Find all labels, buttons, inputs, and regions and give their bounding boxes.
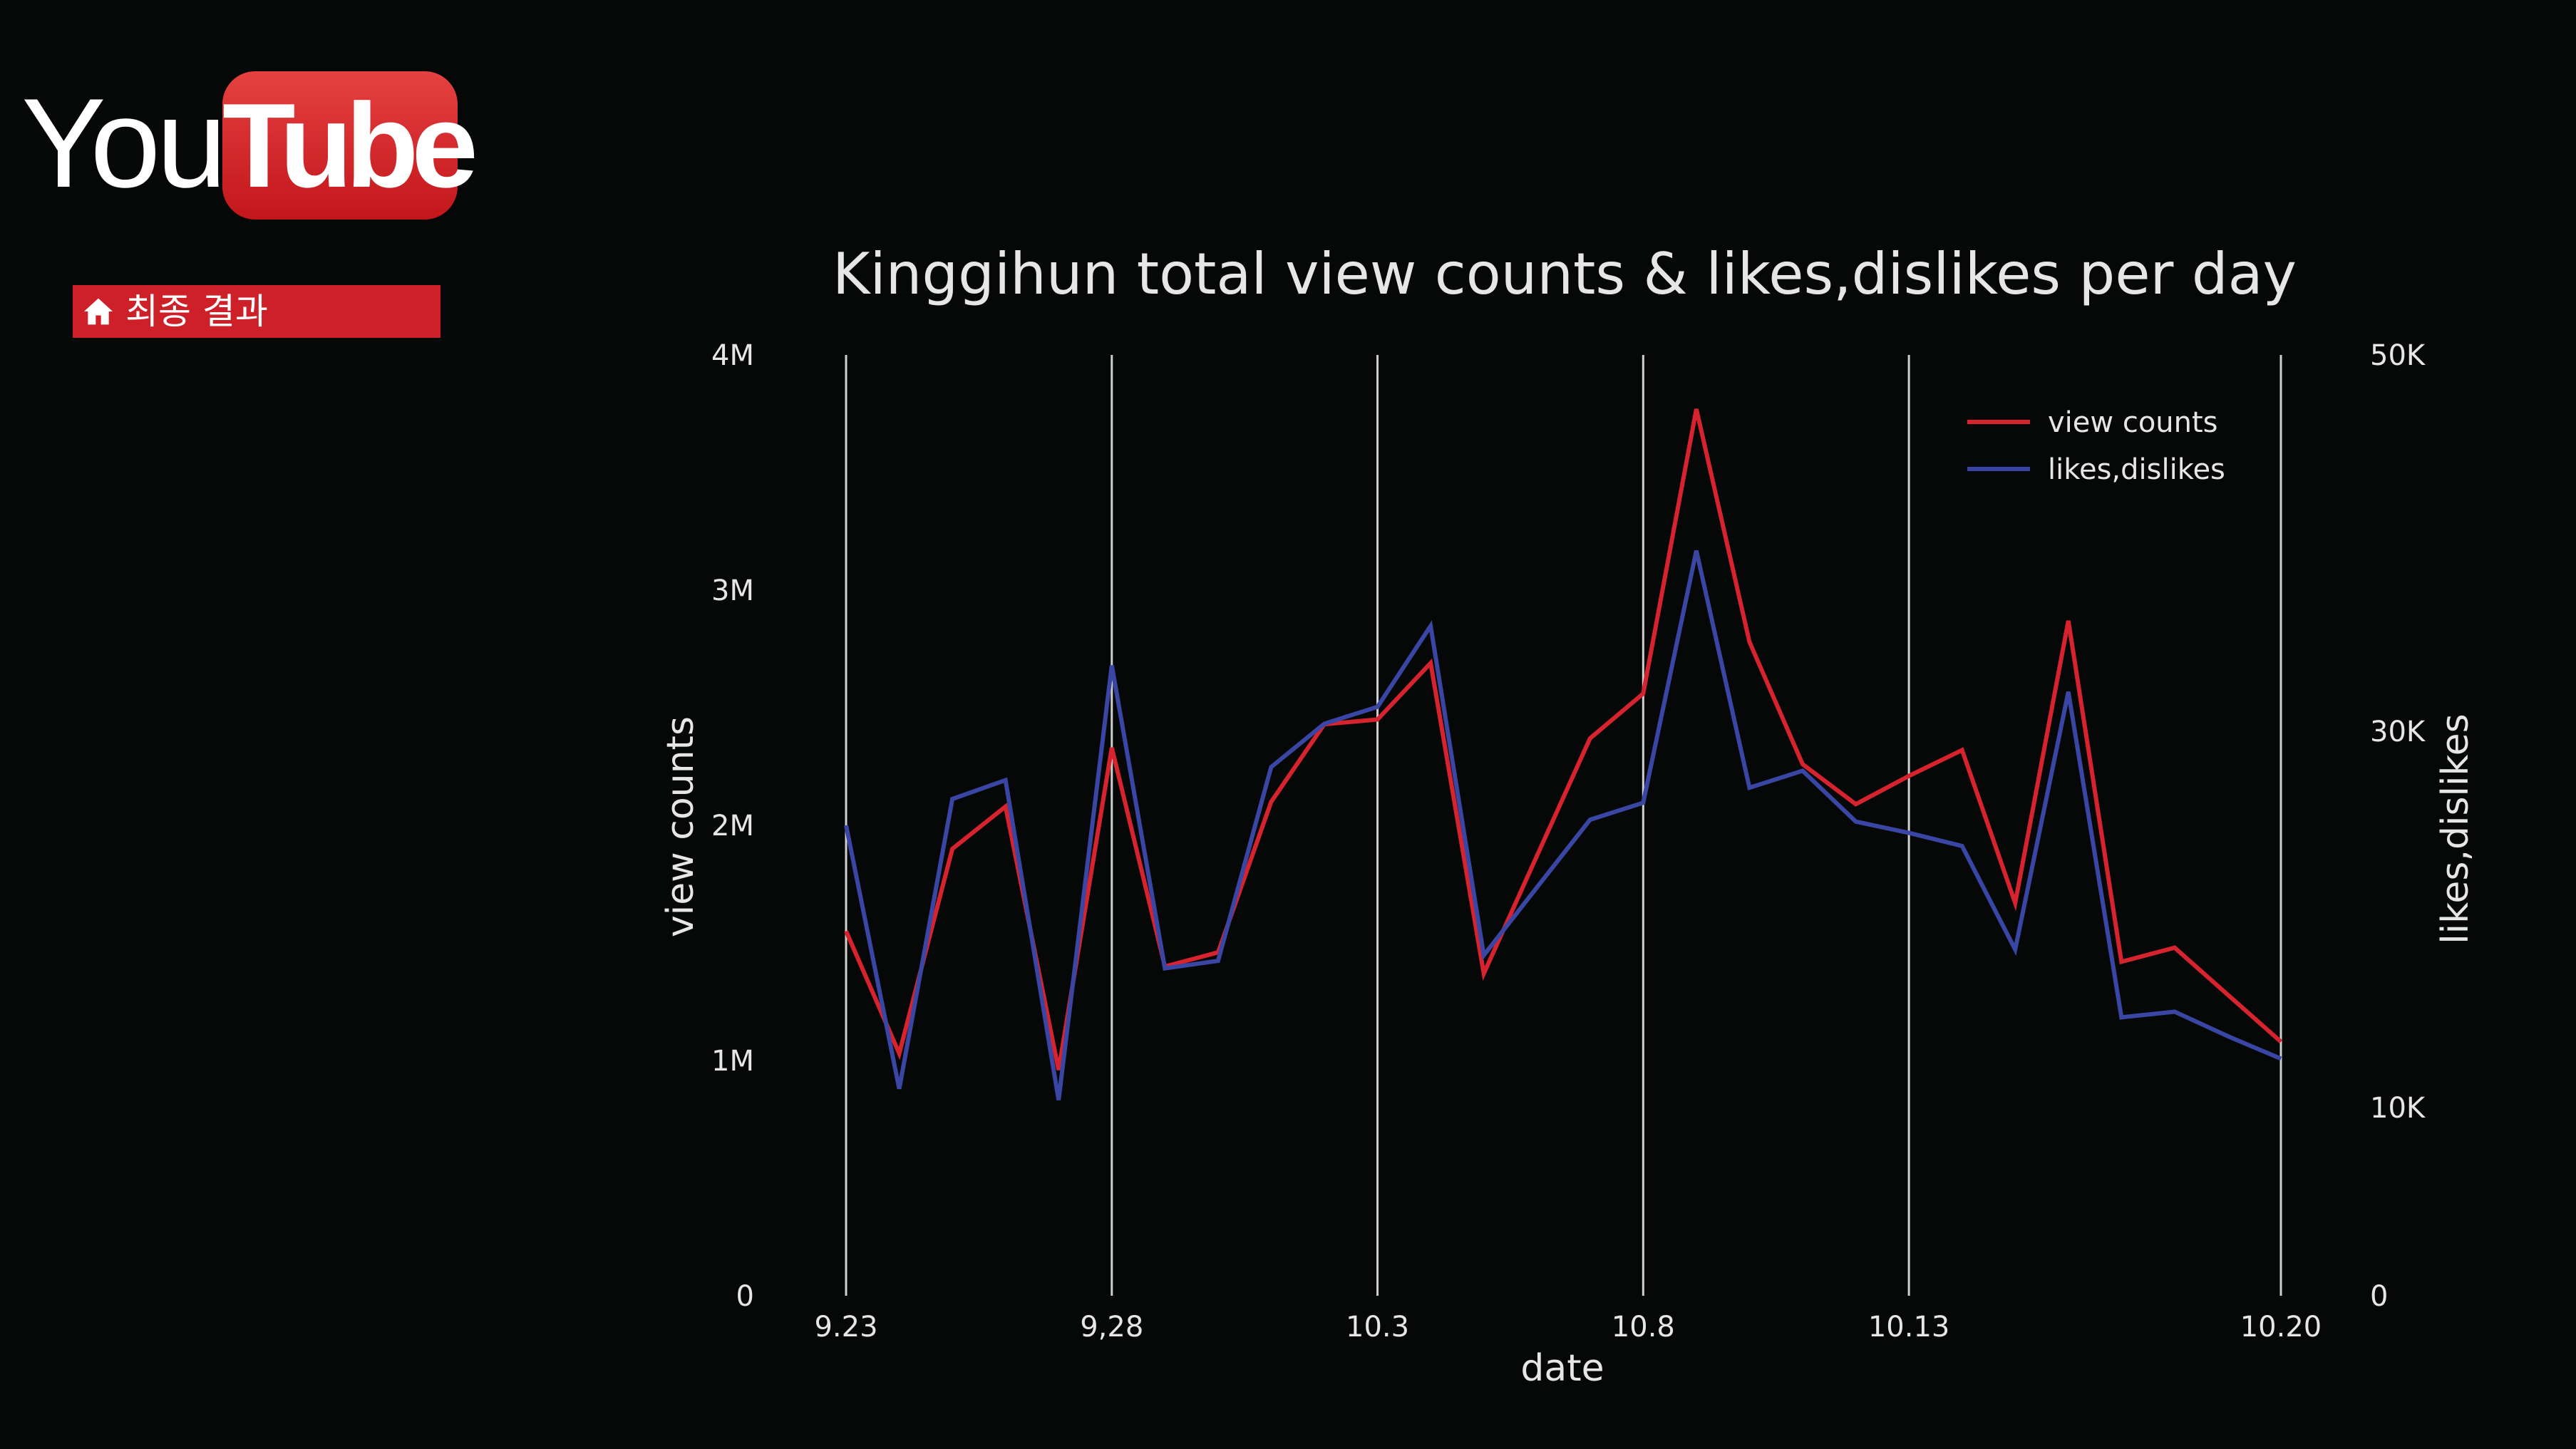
y2-tick-label: 30K <box>2370 716 2426 748</box>
y2-axis-label: likes,dislikes <box>2434 713 2477 944</box>
legend: view counts likes,dislikes <box>1967 406 2225 486</box>
x-tick-label: 10.8 <box>1612 1311 1675 1344</box>
y-tick-label: 4M <box>711 339 754 372</box>
y-axis-label: view counts <box>659 716 702 937</box>
legend-label: view counts <box>2048 406 2218 439</box>
y-tick-label: 1M <box>711 1045 754 1078</box>
final-result-badge: 최종 결과 <box>73 285 441 338</box>
grid-lines <box>845 355 2282 1296</box>
series-line <box>844 550 2282 1100</box>
logo-you-text: You <box>21 72 227 214</box>
y2-tick-label: 0 <box>2370 1280 2388 1313</box>
y2-tick-label: 10K <box>2370 1092 2426 1125</box>
youtube-logo: You Tube <box>21 71 478 222</box>
y-tick-label: 0 <box>736 1280 754 1313</box>
x-tick-label: 9.23 <box>814 1311 877 1344</box>
x-axis-label: date <box>1520 1347 1604 1390</box>
home-icon <box>83 298 113 325</box>
series-lines <box>844 408 2282 1100</box>
final-result-label: 최종 결과 <box>125 291 268 332</box>
legend-label: likes,dislikes <box>2048 453 2225 486</box>
tick-labels: 9.23 9,28 10.3 10.8 10.13 10.20 0 1M 2M 3M 4M 0 10K 3… <box>711 339 2426 1344</box>
y2-tick-label: 50K <box>2370 339 2426 372</box>
x-tick-label: 10.20 <box>2240 1311 2322 1344</box>
series-line <box>844 408 2282 1071</box>
x-tick-label: 9,28 <box>1080 1311 1143 1344</box>
x-tick-label: 10.3 <box>1346 1311 1409 1344</box>
logo-tube-box: Tube <box>222 71 478 220</box>
chart-title: Kinggihun total view counts & likes,disl… <box>833 241 2297 307</box>
y-tick-label: 2M <box>711 810 754 842</box>
logo-tube-text: Tube <box>222 78 478 212</box>
x-tick-label: 10.13 <box>1868 1311 1950 1344</box>
y-tick-label: 3M <box>711 574 754 607</box>
